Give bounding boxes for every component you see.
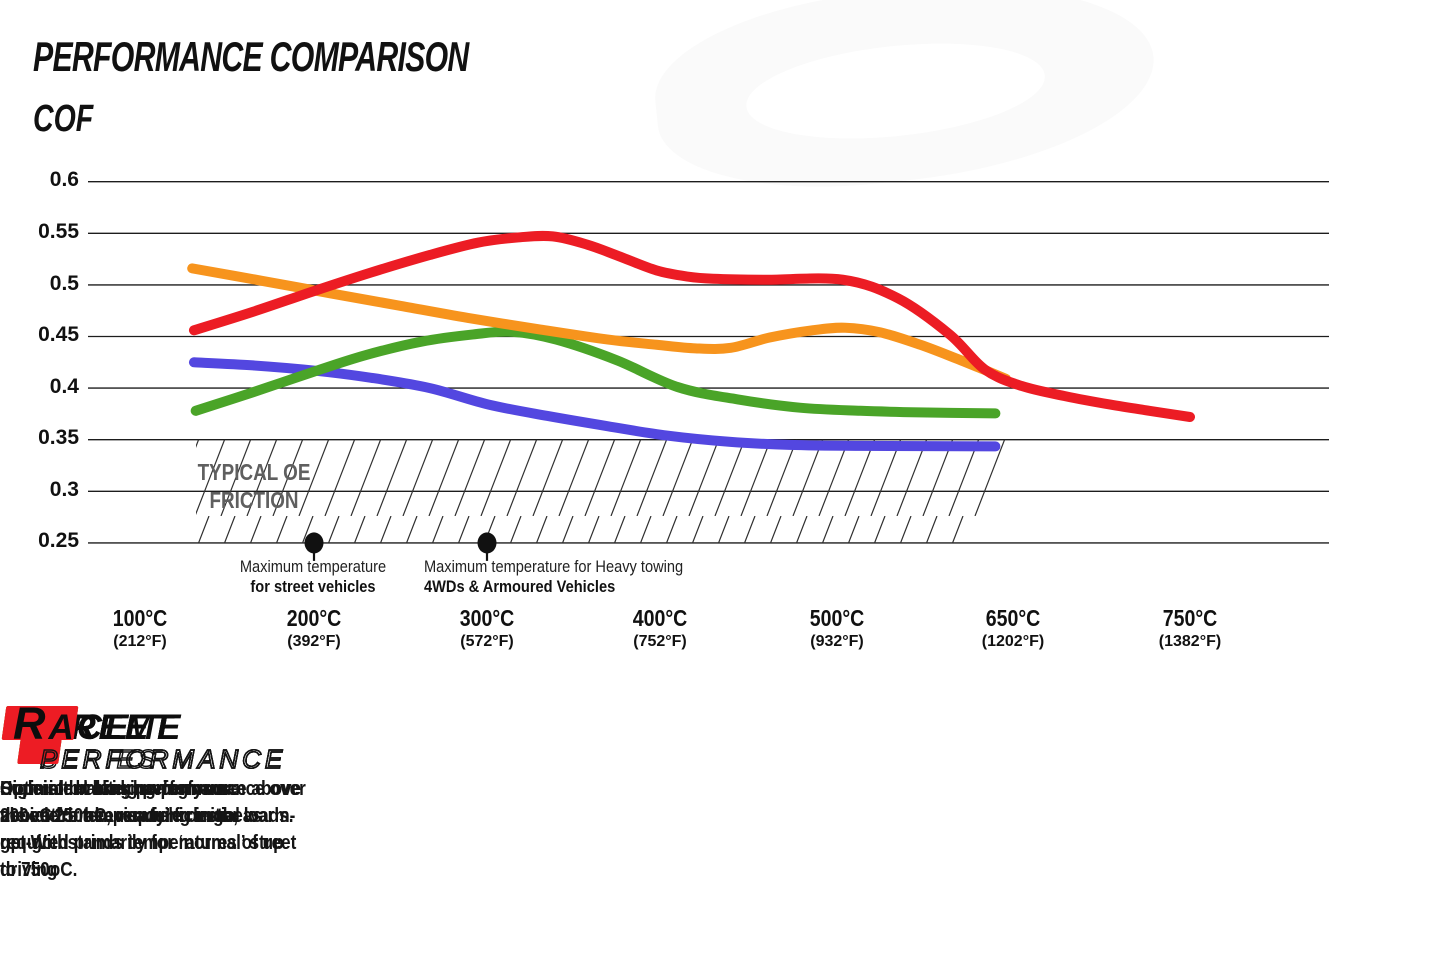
legend-description: Consistent braking performance over the … (0, 778, 306, 881)
x-tick: 300°C (572°F) (417, 605, 557, 651)
legend-description: High initial bite, having your vehicle ‘… (0, 778, 243, 854)
logo-line1: RACE (13, 698, 132, 749)
annotation-line2: for street vehicles (250, 577, 376, 597)
y-axis-title: COF (33, 98, 94, 140)
annotation-towing-max-temp: Maximum temperature for Heavy towing 4WD… (424, 557, 708, 597)
x-tick-fahrenheit: (1202°F) (981, 633, 1045, 650)
legend-race-performance: RACE PERFORMANCE Optimal braking perform… (0, 697, 340, 884)
x-tick-fahrenheit: (1382°F) (1158, 633, 1222, 650)
x-tick-celsius: 200°C (286, 605, 342, 631)
x-tick-celsius: 300°C (459, 605, 515, 631)
x-tick: 650°C (1202°F) (943, 605, 1083, 651)
y-tick-label: 0.6 (49, 168, 79, 191)
logo-line2: PERFORMANCE (39, 743, 287, 775)
y-tick-label: 0.25 (38, 529, 79, 552)
x-tick-celsius: 100°C (112, 605, 168, 631)
y-tick-label: 0.45 (38, 323, 79, 346)
chart-canvas (88, 181, 1329, 561)
logo-line2: PERFORMANCE (39, 743, 287, 775)
oe-label-line2: FRICTION (209, 487, 299, 514)
x-tick-fahrenheit: (212°F) (113, 633, 167, 650)
race-performance-logo: RACE PERFORMANCE (0, 697, 340, 776)
x-tick-fahrenheit: (572°F) (460, 633, 514, 650)
x-tick-celsius: 400°C (632, 605, 688, 631)
oe-label-line1: TYPICAL OE (197, 459, 311, 485)
x-tick: 400°C (752°F) (590, 605, 730, 651)
annotation-line1: Maximum temperature (239, 557, 387, 576)
x-tick: 500°C (932°F) (767, 605, 907, 651)
x-tick: 100°C (212°F) (70, 605, 210, 651)
y-tick-label: 0.35 (38, 426, 79, 449)
annotation-line2: 4WDs & Armoured Vehicles (424, 577, 616, 597)
logo-first-letter: R (13, 698, 49, 749)
x-tick-celsius: 500°C (809, 605, 865, 631)
page-title: PERFORMANCE COMPARISON (33, 33, 469, 80)
x-tick-fahrenheit: (752°F) (633, 633, 687, 650)
x-tick: 750°C (1382°F) (1120, 605, 1260, 651)
x-tick-celsius: 650°C (985, 605, 1041, 631)
legend-description: Superior braking performance above 200oC… (0, 778, 302, 827)
y-tick-label: 0.55 (38, 220, 79, 243)
logo-line2: PERFORMANCE (39, 743, 287, 775)
annotation-line1: Maximum temperature for Heavy towing (424, 557, 684, 576)
legend-street-performance: STREET PERFORMANCE Superior braking perf… (0, 697, 340, 830)
annotation-street-max-temp: Maximum temperature for street vehicles (227, 557, 399, 597)
y-tick-label: 0.5 (49, 272, 79, 295)
x-tick-fahrenheit: (932°F) (810, 633, 864, 650)
typical-oe-friction-label: TYPICAL OE FRICTION (183, 458, 324, 514)
legend-description: Optimal braking performance above 250oC,… (0, 778, 296, 881)
x-tick: 200°C (392°F) (244, 605, 384, 651)
y-tick-label: 0.4 (49, 375, 79, 398)
x-tick-fahrenheit: (392°F) (287, 633, 341, 650)
x-tick-celsius: 750°C (1162, 605, 1218, 631)
y-tick-label: 0.3 (49, 478, 79, 501)
